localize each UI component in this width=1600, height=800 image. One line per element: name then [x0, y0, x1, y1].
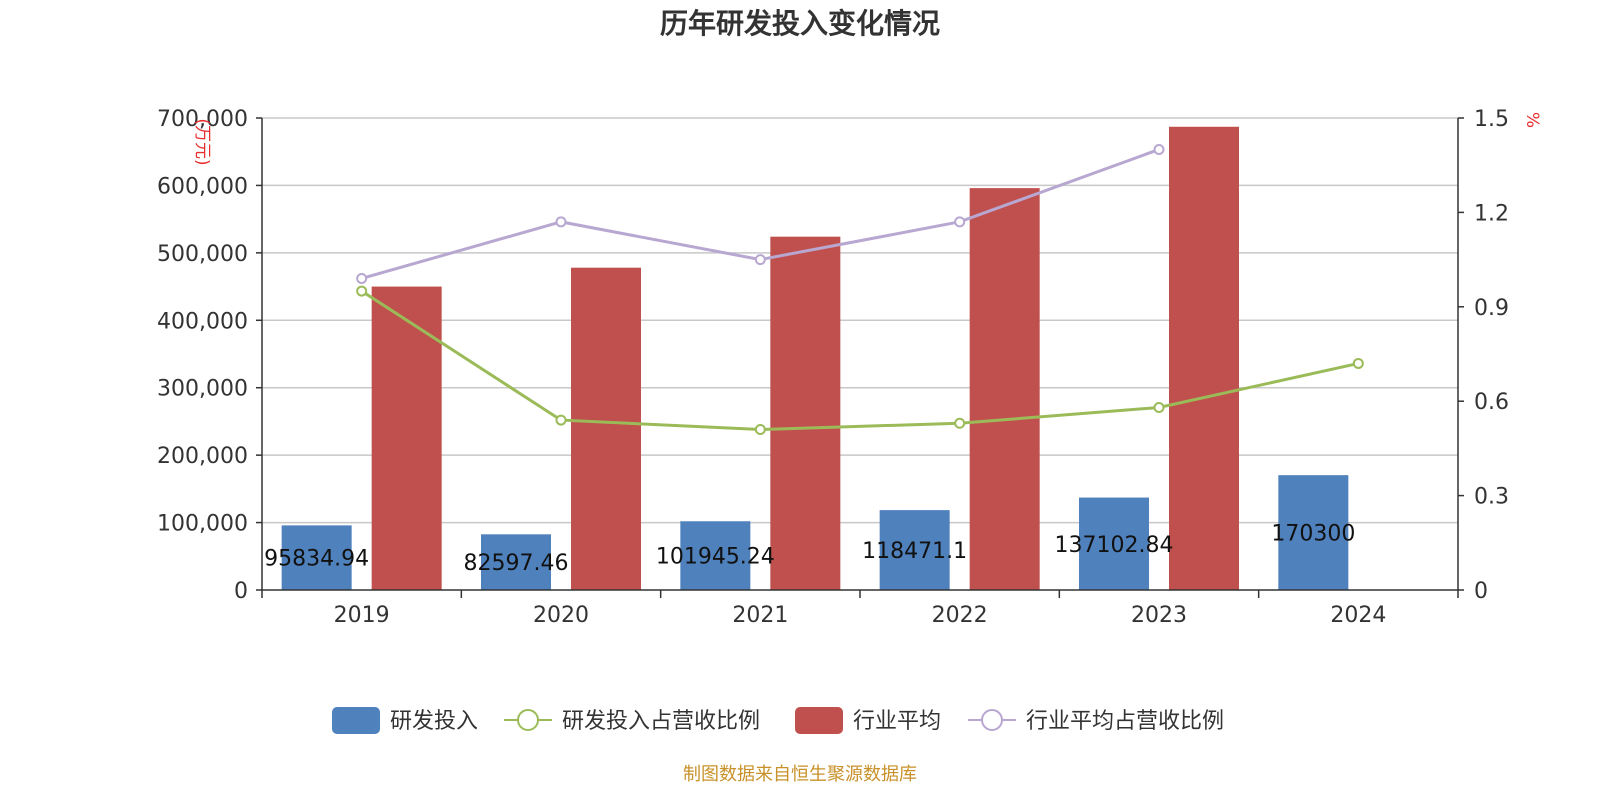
bar-industry	[571, 267, 641, 590]
series-lines	[356, 143, 1364, 436]
line-point	[356, 272, 368, 284]
legend-item[interactable]: 研发投入占营收比例	[504, 709, 760, 734]
x-tick-label: 2021	[732, 603, 788, 628]
legend-item[interactable]: 行业平均占营收比例	[968, 709, 1224, 734]
line-point	[1352, 357, 1364, 369]
data-labels: 95834.94 82597.46 101945.24 118471.1 137102.…	[264, 522, 1355, 577]
legend-label: 研发投入	[390, 709, 478, 734]
bar-rd	[680, 521, 751, 590]
legend-swatch-marker	[981, 709, 1003, 731]
y-right-tick-label: 0.9	[1474, 296, 1509, 321]
source-note: 制图数据来自恒生聚源数据库	[683, 764, 917, 785]
line-point	[1153, 401, 1165, 413]
grid-lines	[262, 117, 1458, 524]
line-point	[954, 216, 966, 228]
y-left-tick-label: 600,000	[157, 174, 248, 199]
bars	[281, 126, 1349, 590]
line-point	[356, 285, 368, 297]
line-point	[1153, 143, 1165, 155]
y-left-tick-label: 400,000	[157, 309, 248, 334]
line-point	[754, 254, 766, 266]
legend-swatch	[332, 707, 380, 734]
legend-label: 行业平均占营收比例	[1026, 709, 1224, 734]
bar-data-label: 82597.46	[464, 551, 569, 576]
y-left-tick-label: 300,000	[157, 377, 248, 402]
y-right-tick-label: 1.5	[1474, 107, 1509, 132]
bar-industry	[371, 286, 442, 590]
legend-label: 行业平均	[853, 709, 941, 734]
bar-data-label: 101945.24	[656, 545, 775, 570]
legend-swatch	[795, 707, 843, 734]
bar-industry	[770, 236, 841, 590]
x-tick-label: 2022	[932, 603, 988, 628]
x-tick-label: 2024	[1330, 603, 1386, 628]
y-left-tick-label: 700,000	[157, 107, 248, 132]
x-tick-label: 2019	[334, 603, 390, 628]
bar-rd	[481, 534, 551, 590]
legend-label: 研发投入占营收比例	[562, 709, 760, 734]
legend-item[interactable]: 研发投入	[332, 707, 478, 734]
line-point	[555, 216, 567, 228]
bar-rd	[879, 510, 950, 590]
axes: 0 100,000 200,000 300,000 400,000 500,000 600,…	[157, 107, 1542, 628]
line-rd-ratio	[360, 289, 1359, 432]
y-right-tick-label: 0	[1474, 579, 1488, 604]
y-left-unit: (万元)	[192, 118, 212, 165]
line-point	[954, 417, 966, 429]
bar-rd	[281, 525, 352, 590]
y-left-tick-label: 200,000	[157, 444, 248, 469]
bar-data-label: 170300	[1271, 522, 1355, 547]
y-left-tick-label: 100,000	[157, 512, 248, 537]
y-right-unit: %	[1522, 112, 1542, 128]
line-point	[555, 414, 567, 426]
bar-rd	[1079, 497, 1149, 590]
bar-industry	[969, 188, 1040, 590]
legend-swatch-marker	[517, 709, 539, 731]
y-right-tick-label: 1.2	[1474, 201, 1509, 226]
chart-title: 历年研发投入变化情况	[659, 7, 940, 40]
bar-data-label: 137102.84	[1055, 533, 1174, 558]
bar-industry	[1169, 126, 1239, 590]
bar-data-label: 95834.94	[264, 547, 369, 572]
x-tick-label: 2023	[1131, 603, 1187, 628]
y-right-tick-label: 0.6	[1474, 390, 1509, 415]
legend-item[interactable]: 行业平均	[795, 707, 941, 734]
bar-rd	[1278, 475, 1349, 590]
line-point	[754, 424, 766, 436]
y-left-tick-label: 0	[234, 579, 248, 604]
bar-data-label: 118471.1	[862, 539, 967, 564]
y-right-tick-label: 0.3	[1474, 485, 1509, 510]
y-left-tick-label: 500,000	[157, 242, 248, 267]
legend: 研发投入 研发投入占营收比例 行业平均 行业平均占营收比例	[332, 707, 1224, 734]
x-tick-label: 2020	[533, 603, 589, 628]
